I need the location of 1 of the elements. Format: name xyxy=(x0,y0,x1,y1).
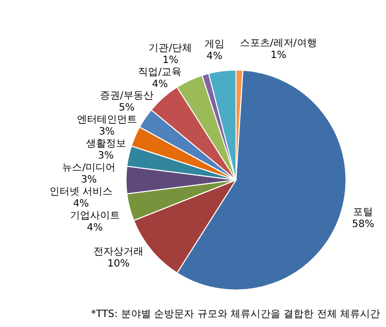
text: *TTS: 분야별 순방문자 규모와 체류시간을 결합한 전체 체류시간 xyxy=(90,309,380,320)
